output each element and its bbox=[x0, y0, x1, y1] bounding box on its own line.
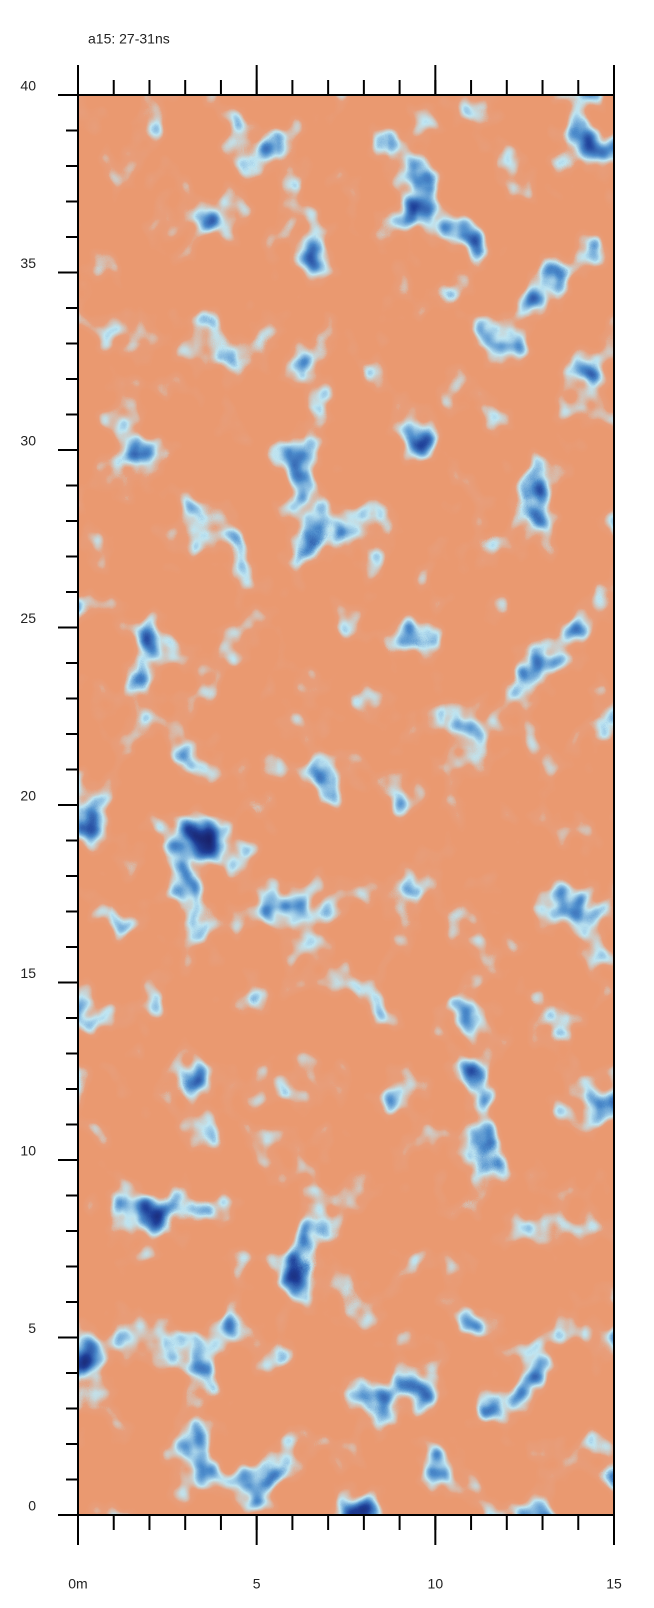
y-tick-label: 15 bbox=[20, 965, 36, 981]
y-tick-label: 20 bbox=[20, 788, 36, 804]
y-tick-label: 10 bbox=[20, 1143, 36, 1159]
y-tick-label: 35 bbox=[20, 255, 36, 271]
y-tick-label: 5 bbox=[28, 1320, 36, 1336]
heatmap-image bbox=[78, 95, 614, 1515]
y-tick-label: 0 bbox=[28, 1498, 36, 1514]
y-tick-label: 25 bbox=[20, 610, 36, 626]
x-tick-label: 5 bbox=[253, 1576, 261, 1592]
x-tick-label: 0m bbox=[68, 1576, 87, 1592]
chart-title: a15: 27-31ns bbox=[88, 31, 170, 47]
y-tick-label: 40 bbox=[20, 78, 36, 94]
y-tick-label: 30 bbox=[20, 433, 36, 449]
x-tick-label: 15 bbox=[606, 1576, 622, 1592]
x-tick-label: 10 bbox=[428, 1576, 444, 1592]
